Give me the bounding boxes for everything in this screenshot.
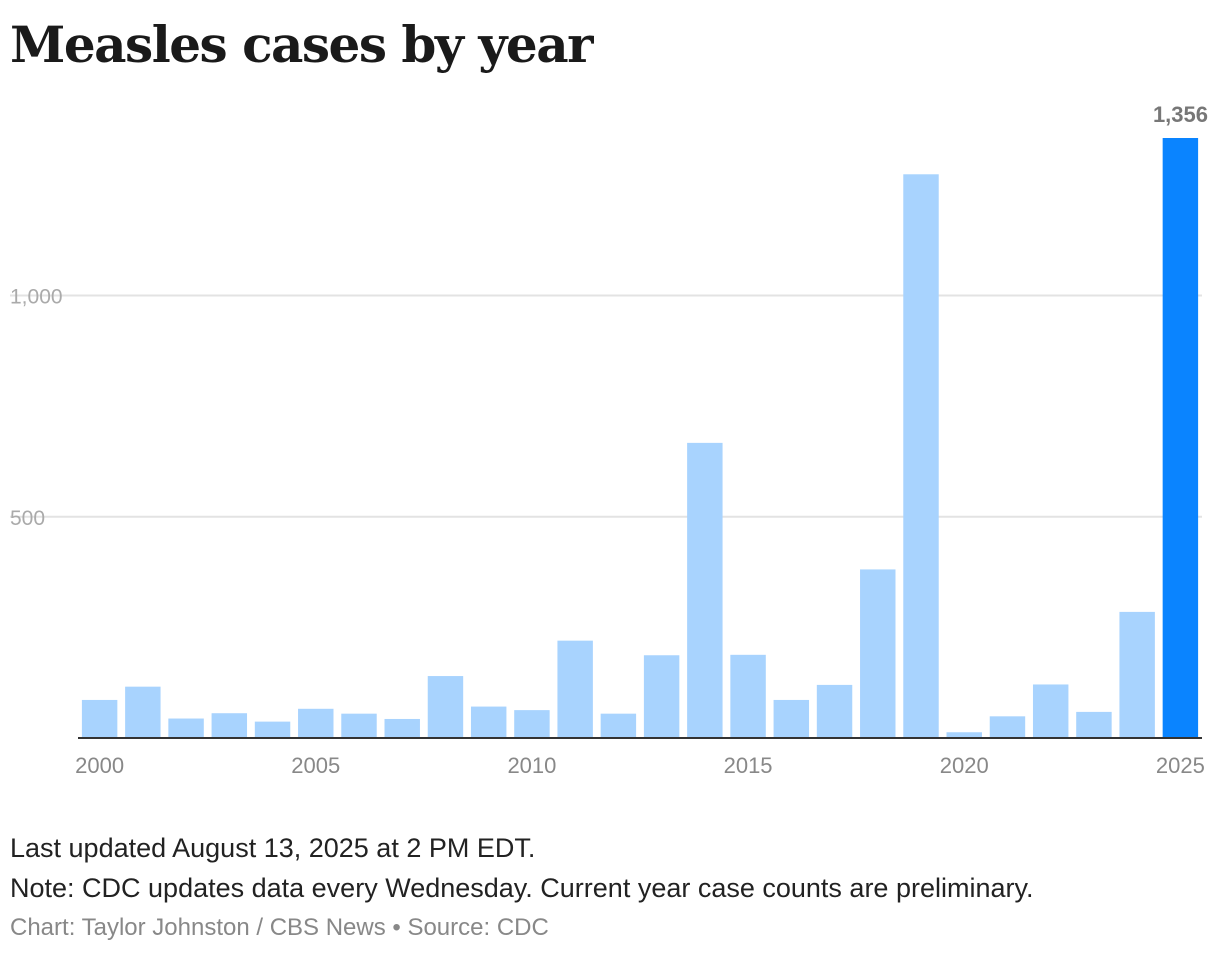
bar-chart: 500 1,000 1,356 2000 2005 2010 2015 2020 2025 xyxy=(10,102,1208,778)
data-label: 1,356 xyxy=(1153,102,1208,127)
x-tick-label: 2015 xyxy=(724,753,773,778)
last-updated-text: Last updated August 13, 2025 at 2 PM EDT… xyxy=(10,833,536,863)
source-credit: Chart: Taylor Johnston / CBS News • Sour… xyxy=(10,914,549,941)
x-tick-label: 2000 xyxy=(75,753,124,778)
y-tick-label: 1,000 xyxy=(10,286,63,309)
bar xyxy=(1032,684,1069,738)
bar xyxy=(600,713,637,738)
bar xyxy=(903,174,939,738)
bar xyxy=(860,569,896,738)
x-tick-label: 2010 xyxy=(507,753,556,778)
y-tick-label: 500 xyxy=(10,507,45,530)
bar xyxy=(989,716,1026,738)
bar xyxy=(1076,711,1112,738)
bar-highlight xyxy=(1162,138,1199,738)
bar xyxy=(730,654,766,738)
bar xyxy=(427,676,464,738)
bar xyxy=(946,732,982,738)
x-tick-label: 2005 xyxy=(291,753,340,778)
bar xyxy=(643,655,680,738)
bar xyxy=(687,442,723,738)
bar xyxy=(773,699,810,738)
bar xyxy=(816,684,853,738)
bar xyxy=(514,710,550,738)
bar xyxy=(168,718,204,738)
bar xyxy=(81,699,118,738)
bar xyxy=(557,640,593,738)
chart-footer: Last updated August 13, 2025 at 2 PM EDT… xyxy=(10,828,1210,948)
bar xyxy=(470,706,507,738)
bar xyxy=(1119,611,1155,738)
bar xyxy=(384,718,420,738)
bar xyxy=(254,721,291,738)
note-text: Note: CDC updates data every Wednesday. … xyxy=(10,873,1034,903)
x-tick-label: 2025 xyxy=(1156,753,1205,778)
bar xyxy=(125,686,161,738)
x-tick-label: 2020 xyxy=(940,753,989,778)
bar xyxy=(341,713,377,738)
bar xyxy=(298,708,334,738)
bar xyxy=(211,713,248,738)
chart-title: Measles cases by year xyxy=(10,15,593,74)
